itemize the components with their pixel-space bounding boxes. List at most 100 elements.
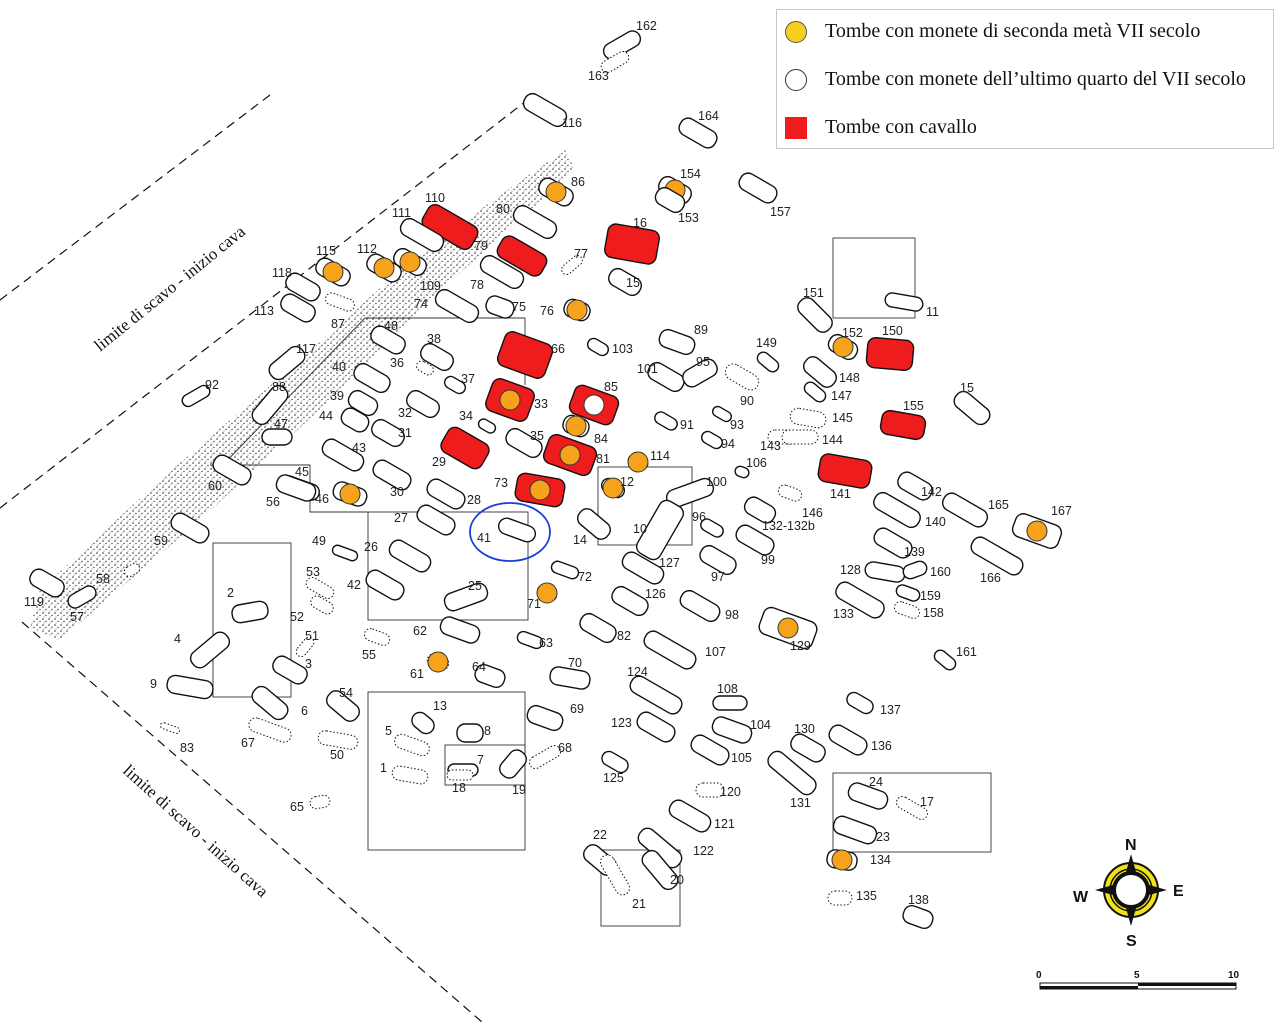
tomb-96: 96 bbox=[692, 510, 724, 538]
tomb-142: 142 bbox=[897, 471, 942, 501]
tomb-53: 53 bbox=[305, 565, 335, 599]
tomb-outline bbox=[159, 722, 181, 734]
tomb-44: 44 bbox=[319, 407, 370, 433]
tomb-outline bbox=[970, 536, 1024, 576]
tomb-88: 88 bbox=[251, 380, 289, 426]
tomb-outline bbox=[629, 675, 683, 715]
tomb-outline bbox=[561, 255, 583, 275]
tomb-number-label: 25 bbox=[468, 579, 482, 593]
tomb-number-label: 18 bbox=[452, 781, 466, 795]
tomb-number-label: 43 bbox=[352, 441, 366, 455]
tomb-number-label: 40 bbox=[332, 360, 346, 374]
tomb-number-label: 120 bbox=[720, 785, 741, 799]
tomb-94: 94 bbox=[700, 430, 735, 451]
tomb-number-label: 53 bbox=[306, 565, 320, 579]
boundary-line-top bbox=[0, 94, 271, 301]
tomb-outline bbox=[864, 561, 906, 583]
coin-second-half-marker bbox=[831, 849, 853, 871]
tomb-number-label: 95 bbox=[696, 355, 710, 369]
tomb-outline bbox=[743, 496, 777, 524]
tomb-148: 148 bbox=[802, 356, 860, 388]
tomb-number-label: 154 bbox=[680, 167, 701, 181]
tomb-outline bbox=[756, 351, 780, 373]
horse-tomb-outline bbox=[440, 426, 490, 470]
tomb-number-label: 60 bbox=[208, 479, 222, 493]
tomb-number-label: 11 bbox=[926, 305, 939, 319]
compass-w: W bbox=[1073, 889, 1089, 906]
tomb-number-label: 7 bbox=[477, 753, 484, 767]
tomb-127: 127 bbox=[621, 551, 680, 585]
tomb-133: 133 bbox=[833, 581, 885, 621]
tomb-number-label: 78 bbox=[470, 278, 484, 292]
tomb-number-label: 167 bbox=[1051, 504, 1072, 518]
tomb-number-label: 17 bbox=[920, 795, 934, 809]
tomb-number-label: 101 bbox=[637, 362, 658, 376]
tomb-38: 38 bbox=[420, 332, 454, 372]
tomb-number-label: 116 bbox=[562, 116, 582, 130]
tomb-number-label: 51 bbox=[305, 629, 319, 643]
tomb-outline bbox=[893, 601, 921, 619]
tomb-157: 157 bbox=[738, 172, 791, 219]
tomb-outline bbox=[654, 411, 678, 431]
tomb-number-label: 81 bbox=[596, 452, 610, 466]
tomb-number-label: 55 bbox=[362, 648, 376, 662]
legend-label: Tombe con cavallo bbox=[825, 116, 977, 138]
tomb-number-label: 147 bbox=[831, 389, 852, 403]
tomb-166: 166 bbox=[970, 536, 1024, 585]
tomb-outline bbox=[668, 799, 712, 833]
tomb-76: 76 bbox=[540, 298, 591, 322]
tomb-9: 9 bbox=[150, 674, 214, 700]
tomb-number-label: 115 bbox=[316, 244, 336, 258]
tomb-48: 48 bbox=[370, 319, 406, 355]
tomb-outline bbox=[641, 849, 679, 891]
tomb-outline bbox=[310, 595, 334, 615]
coin-second-half-marker bbox=[602, 477, 624, 499]
tomb-number-label: 153 bbox=[678, 211, 699, 225]
tomb-20: 20 bbox=[641, 849, 684, 891]
tomb-number-label: 91 bbox=[680, 418, 694, 432]
legend: Tombe con monete di seconda metà VII sec… bbox=[776, 9, 1274, 149]
tomb-149: 149 bbox=[756, 336, 780, 373]
tomb-outline bbox=[363, 628, 391, 646]
tomb-number-label: 146 bbox=[802, 506, 823, 520]
tomb-number-label: 37 bbox=[461, 372, 475, 386]
tomb-number-label: 144 bbox=[822, 433, 843, 447]
tomb-number-label: 84 bbox=[594, 432, 608, 446]
tomb-36: 36 bbox=[390, 356, 434, 376]
tomb-outline bbox=[372, 459, 412, 491]
tomb-85: 85 bbox=[568, 380, 620, 426]
tomb-outline bbox=[734, 465, 750, 479]
tomb-number-label: 129 bbox=[790, 639, 811, 653]
tomb-outline bbox=[522, 92, 568, 128]
tomb-outline bbox=[399, 217, 445, 253]
tomb-number-label: 67 bbox=[241, 736, 255, 750]
tomb-number-label: 166 bbox=[980, 571, 1001, 585]
compass-s: S bbox=[1126, 933, 1137, 950]
tomb-number-label: 26 bbox=[364, 540, 378, 554]
tomb-130: 130 bbox=[790, 722, 826, 763]
tomb-outline bbox=[268, 345, 306, 381]
tomb-outline bbox=[699, 544, 737, 576]
tomb-number-label: 31 bbox=[398, 426, 412, 440]
tomb-number-label: 114 bbox=[650, 449, 670, 463]
tomb-117: 117 bbox=[268, 342, 316, 381]
legend-item-coins-last-quarter: Tombe con monete dell’ultimo quarto del … bbox=[785, 68, 1246, 91]
tomb-number-label: 97 bbox=[711, 570, 725, 584]
tomb-114: 114 bbox=[627, 449, 670, 473]
tomb-outline bbox=[600, 854, 630, 896]
tomb-number-label: 4 bbox=[174, 632, 181, 646]
tomb-147: 147 bbox=[803, 381, 852, 403]
tomb-165: 165 bbox=[941, 492, 1009, 528]
excavation-boundaries bbox=[0, 94, 531, 1023]
tomb-number-label: 14 bbox=[573, 533, 587, 547]
tomb-106: 106 bbox=[734, 456, 767, 479]
tomb-3: 3 bbox=[272, 655, 312, 685]
tomb-49: 49 bbox=[312, 534, 359, 562]
tomb-number-label: 59 bbox=[154, 534, 168, 548]
tomb-number-label: 2 bbox=[227, 586, 234, 600]
tomb-number-label: 88 bbox=[272, 380, 286, 394]
tomb-131: 131 bbox=[767, 750, 817, 810]
tomb-number-label: 66 bbox=[551, 342, 565, 356]
tomb-number-label: 132-132b bbox=[762, 519, 815, 533]
compass-e: E bbox=[1173, 883, 1184, 900]
